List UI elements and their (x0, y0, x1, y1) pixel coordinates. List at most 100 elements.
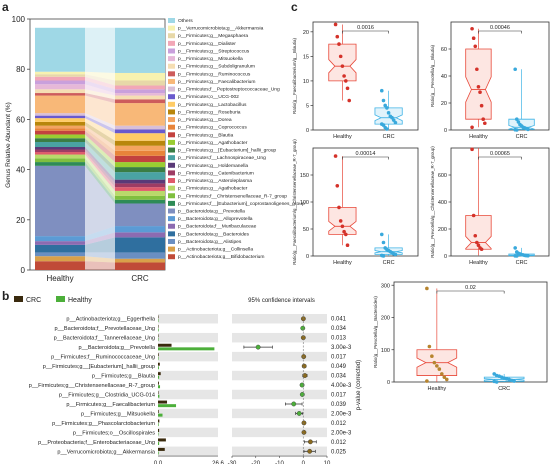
row-band (232, 314, 327, 324)
data-point (347, 98, 352, 103)
x-tick-label: -20 (251, 461, 260, 464)
panel-b-extended-error-bar-chart: CRC Healthy 95% confidence intervals p__Act… (14, 296, 362, 464)
p-value-label: 0.025 (331, 449, 347, 455)
x-tick-label: Healthy (333, 260, 352, 266)
y-tick-label: 20 (16, 216, 25, 225)
taxon-label: p__Firmicutes;g__Faecalibacterium (66, 402, 155, 408)
data-point (514, 254, 519, 258)
data-point (340, 224, 345, 229)
panel-c-box-plots: 0 5 10 15 20 Ratio(g__Faecalibacterium/g__Bla… (292, 21, 550, 392)
data-point (475, 67, 479, 72)
panel-a-stacked-bar-chart: 0 20 40 60 80 100 Genus Relative Abundant (%) H… (5, 15, 305, 283)
y-axis-label: Ratio(g__Faecalibacterium/g__Blautia) (292, 38, 297, 114)
y-tick-label: 50 (303, 227, 309, 233)
p-value-label: 0.034 (331, 374, 347, 380)
difference-point (291, 401, 297, 407)
data-point (470, 26, 474, 31)
stacked-bar-segment (35, 80, 85, 85)
stacked-bar-segment (35, 141, 85, 148)
legend-swatch (168, 139, 175, 145)
stacked-bar-segment (115, 140, 165, 146)
data-point (432, 360, 437, 365)
stacked-bar-segment (115, 155, 165, 163)
legend-swatch (168, 223, 175, 229)
legend-entry: p__Firmicutes;g__Mitsuokella (178, 56, 243, 62)
stacked-bar-segment (35, 113, 85, 116)
legend-entry: p__Firmicutes;g__Agathobacter (178, 186, 248, 192)
y-tick-label: 40 (16, 166, 25, 175)
stacked-bar-connector (85, 27, 115, 73)
difference-point (301, 354, 307, 360)
legend-entry: p__Firmicutes;g__Asteroleplasma (178, 178, 252, 184)
legend-swatch (168, 101, 175, 107)
legend-entry: p__Firmicutes;g__[Eubacterium]_hallii_gr… (178, 148, 276, 154)
stacked-bar-segment (115, 183, 165, 188)
data-point (442, 375, 447, 379)
panel-label-b: b (2, 289, 9, 303)
data-point (526, 127, 530, 132)
data-point (516, 120, 521, 124)
stacked-bar-segment (35, 256, 85, 262)
row-band (158, 408, 218, 419)
plot-frame (393, 281, 548, 383)
healthy-bar (158, 347, 215, 351)
ci-title: 95% confidence intervals (248, 298, 315, 304)
stacked-bar-connector (85, 138, 115, 173)
stacked-bar-connector (85, 261, 115, 270)
stacked-bar-segment (35, 118, 85, 122)
plot-frame (312, 147, 419, 257)
data-point (513, 246, 517, 250)
y-tick-label: 100 (300, 200, 309, 206)
stacked-bar-segment (115, 199, 165, 204)
taxon-label: p__Firmicutes;g__Blautia (92, 374, 156, 380)
legend-swatch (168, 254, 175, 260)
plot-frame (450, 147, 550, 257)
y-axis-label: Genus Relative Abundant (%) (5, 102, 12, 188)
row-band (158, 427, 218, 438)
y-axis-label: Ratio(g__Prevotella/g__Christensenellace… (430, 146, 435, 258)
stacked-bar-segment (115, 85, 165, 90)
stacked-bar-segment (35, 149, 85, 153)
taxon-label: p__Firmicutes;f__Ruminococcaceae_Ung (51, 355, 155, 361)
stacked-bar-segment (35, 71, 85, 75)
row-band (232, 427, 327, 438)
data-point (483, 121, 487, 126)
p-value-label: 0.049 (331, 364, 347, 370)
stacked-bar-segment (115, 125, 165, 130)
healthy-bar (158, 375, 160, 379)
healthy-bar (158, 366, 159, 370)
legend-entry: p__Firmicutes;g__Catenibacterium (178, 170, 254, 176)
data-point (344, 79, 348, 83)
stacked-bar-connector (85, 74, 115, 86)
crc-bar (158, 410, 159, 414)
y-axis-label: Ratio(g__Prevotella/g__Blautia) (430, 44, 435, 107)
y-tick-label: 80 (16, 65, 25, 74)
taxon-label: p__Firmicutes;g__Clostridia_UCG-014 (59, 392, 155, 398)
legend-entry: Others (178, 18, 193, 24)
healthy-bar (158, 337, 159, 341)
taxon-label: p__Firmicutes;g__[Eubacterium]_hallii_gr… (43, 364, 155, 370)
stacked-bar-connector (85, 154, 115, 196)
stacked-bar-connector (85, 147, 115, 184)
stacked-bar-connector (85, 113, 115, 130)
difference-point (302, 373, 308, 378)
healthy-bar (158, 451, 159, 455)
stacked-bar-segment (35, 244, 85, 253)
legend-swatch (168, 238, 175, 244)
row-band (158, 332, 218, 343)
x-tick-label: CRC (498, 386, 510, 392)
stacked-bar-segment (35, 95, 85, 114)
data-point (513, 67, 517, 72)
stacked-bar-segment (35, 147, 85, 150)
stacked-bar-segment (35, 74, 85, 77)
legend-entry: p__Firmicutes;g__Subdoligranulum (178, 64, 255, 70)
legend-swatch (168, 246, 175, 252)
stacked-bar-connector (85, 95, 115, 126)
taxon-label: p__Firmicutes;g__Christensenellaceae_R-7… (29, 383, 155, 389)
stacked-bar-connector (85, 256, 115, 263)
data-point (344, 232, 348, 237)
legend-swatch (168, 86, 175, 92)
legend-swatch (168, 18, 175, 23)
stacked-bar-segment (115, 179, 165, 184)
